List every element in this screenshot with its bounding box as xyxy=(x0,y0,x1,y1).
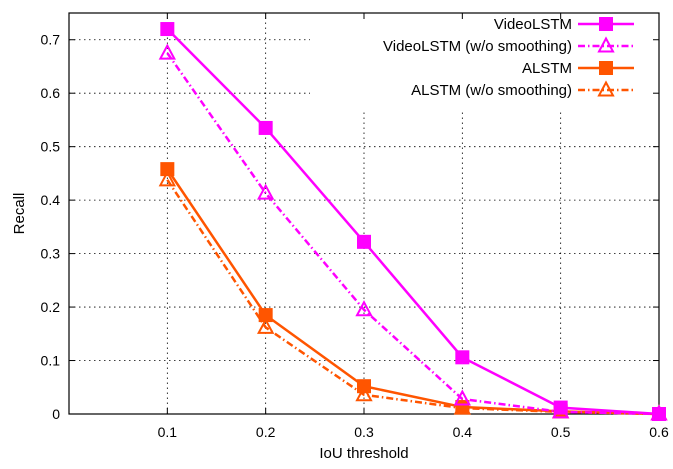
data-point xyxy=(455,350,470,365)
series-line xyxy=(166,28,660,416)
y-tick-label: 0.1 xyxy=(41,353,61,369)
data-point xyxy=(160,162,175,177)
series-0 xyxy=(160,22,666,421)
data-point xyxy=(256,183,275,200)
x-tick-label: 0.6 xyxy=(649,424,669,440)
data-point xyxy=(652,407,666,421)
legend-label: ALSTM xyxy=(522,60,572,77)
y-axis-title: Recall xyxy=(11,193,28,235)
y-tick-label: 0 xyxy=(52,406,60,422)
series-line xyxy=(166,52,660,416)
data-point xyxy=(453,389,472,406)
legend-marker xyxy=(599,61,613,75)
y-tick-label: 0.3 xyxy=(41,246,61,262)
legend-item: ALSTM xyxy=(522,60,634,77)
data-point xyxy=(453,398,472,415)
x-tick-label: 0.4 xyxy=(453,424,473,440)
legend-label: VideoLSTM xyxy=(494,16,572,33)
series-3 xyxy=(158,170,668,421)
y-tick-label: 0.2 xyxy=(41,299,61,315)
data-point xyxy=(355,385,373,402)
series-1 xyxy=(158,43,668,421)
series-group xyxy=(158,22,668,421)
x-tick-label: 0.2 xyxy=(256,424,276,440)
data-point xyxy=(158,170,177,187)
series-line xyxy=(166,179,660,416)
data-point xyxy=(158,43,177,60)
legend-marker xyxy=(599,17,613,31)
y-tick-label: 0.5 xyxy=(41,139,61,155)
data-point xyxy=(160,22,175,37)
data-point xyxy=(258,120,273,135)
y-tick-label: 0.6 xyxy=(41,85,61,101)
data-point xyxy=(355,300,373,317)
data-point xyxy=(553,400,568,415)
axis-ticks: 0 0.1 0.2 0.3 0.4 0.5 0.6 0.7 0.1 0.2 0.3 0.4 0.5 0.6 xyxy=(41,13,669,440)
grid-lines xyxy=(69,13,659,414)
data-point xyxy=(256,317,275,334)
legend-label: ALSTM (w/o smoothing) xyxy=(411,82,572,99)
y-tick-label: 0.7 xyxy=(41,32,61,48)
legend-marker xyxy=(597,80,615,97)
legend-item: VideoLSTM xyxy=(494,16,634,33)
legend-item: VideoLSTM (w/o smoothing) xyxy=(383,36,634,55)
legend-item: ALSTM (w/o smoothing) xyxy=(411,80,634,99)
legend-marker xyxy=(597,36,615,53)
legend-label: VideoLSTM (w/o smoothing) xyxy=(383,38,572,55)
x-tick-label: 0.3 xyxy=(354,424,374,440)
x-tick-label: 0.5 xyxy=(551,424,571,440)
x-axis-title: IoU threshold xyxy=(319,445,408,462)
data-point xyxy=(357,234,371,249)
series-2 xyxy=(160,162,666,421)
legend: VideoLSTM VideoLSTM (w/o smoothing) ALSTM A… xyxy=(383,16,634,99)
x-tick-label: 0.1 xyxy=(158,424,178,440)
y-tick-label: 0.4 xyxy=(41,192,61,208)
